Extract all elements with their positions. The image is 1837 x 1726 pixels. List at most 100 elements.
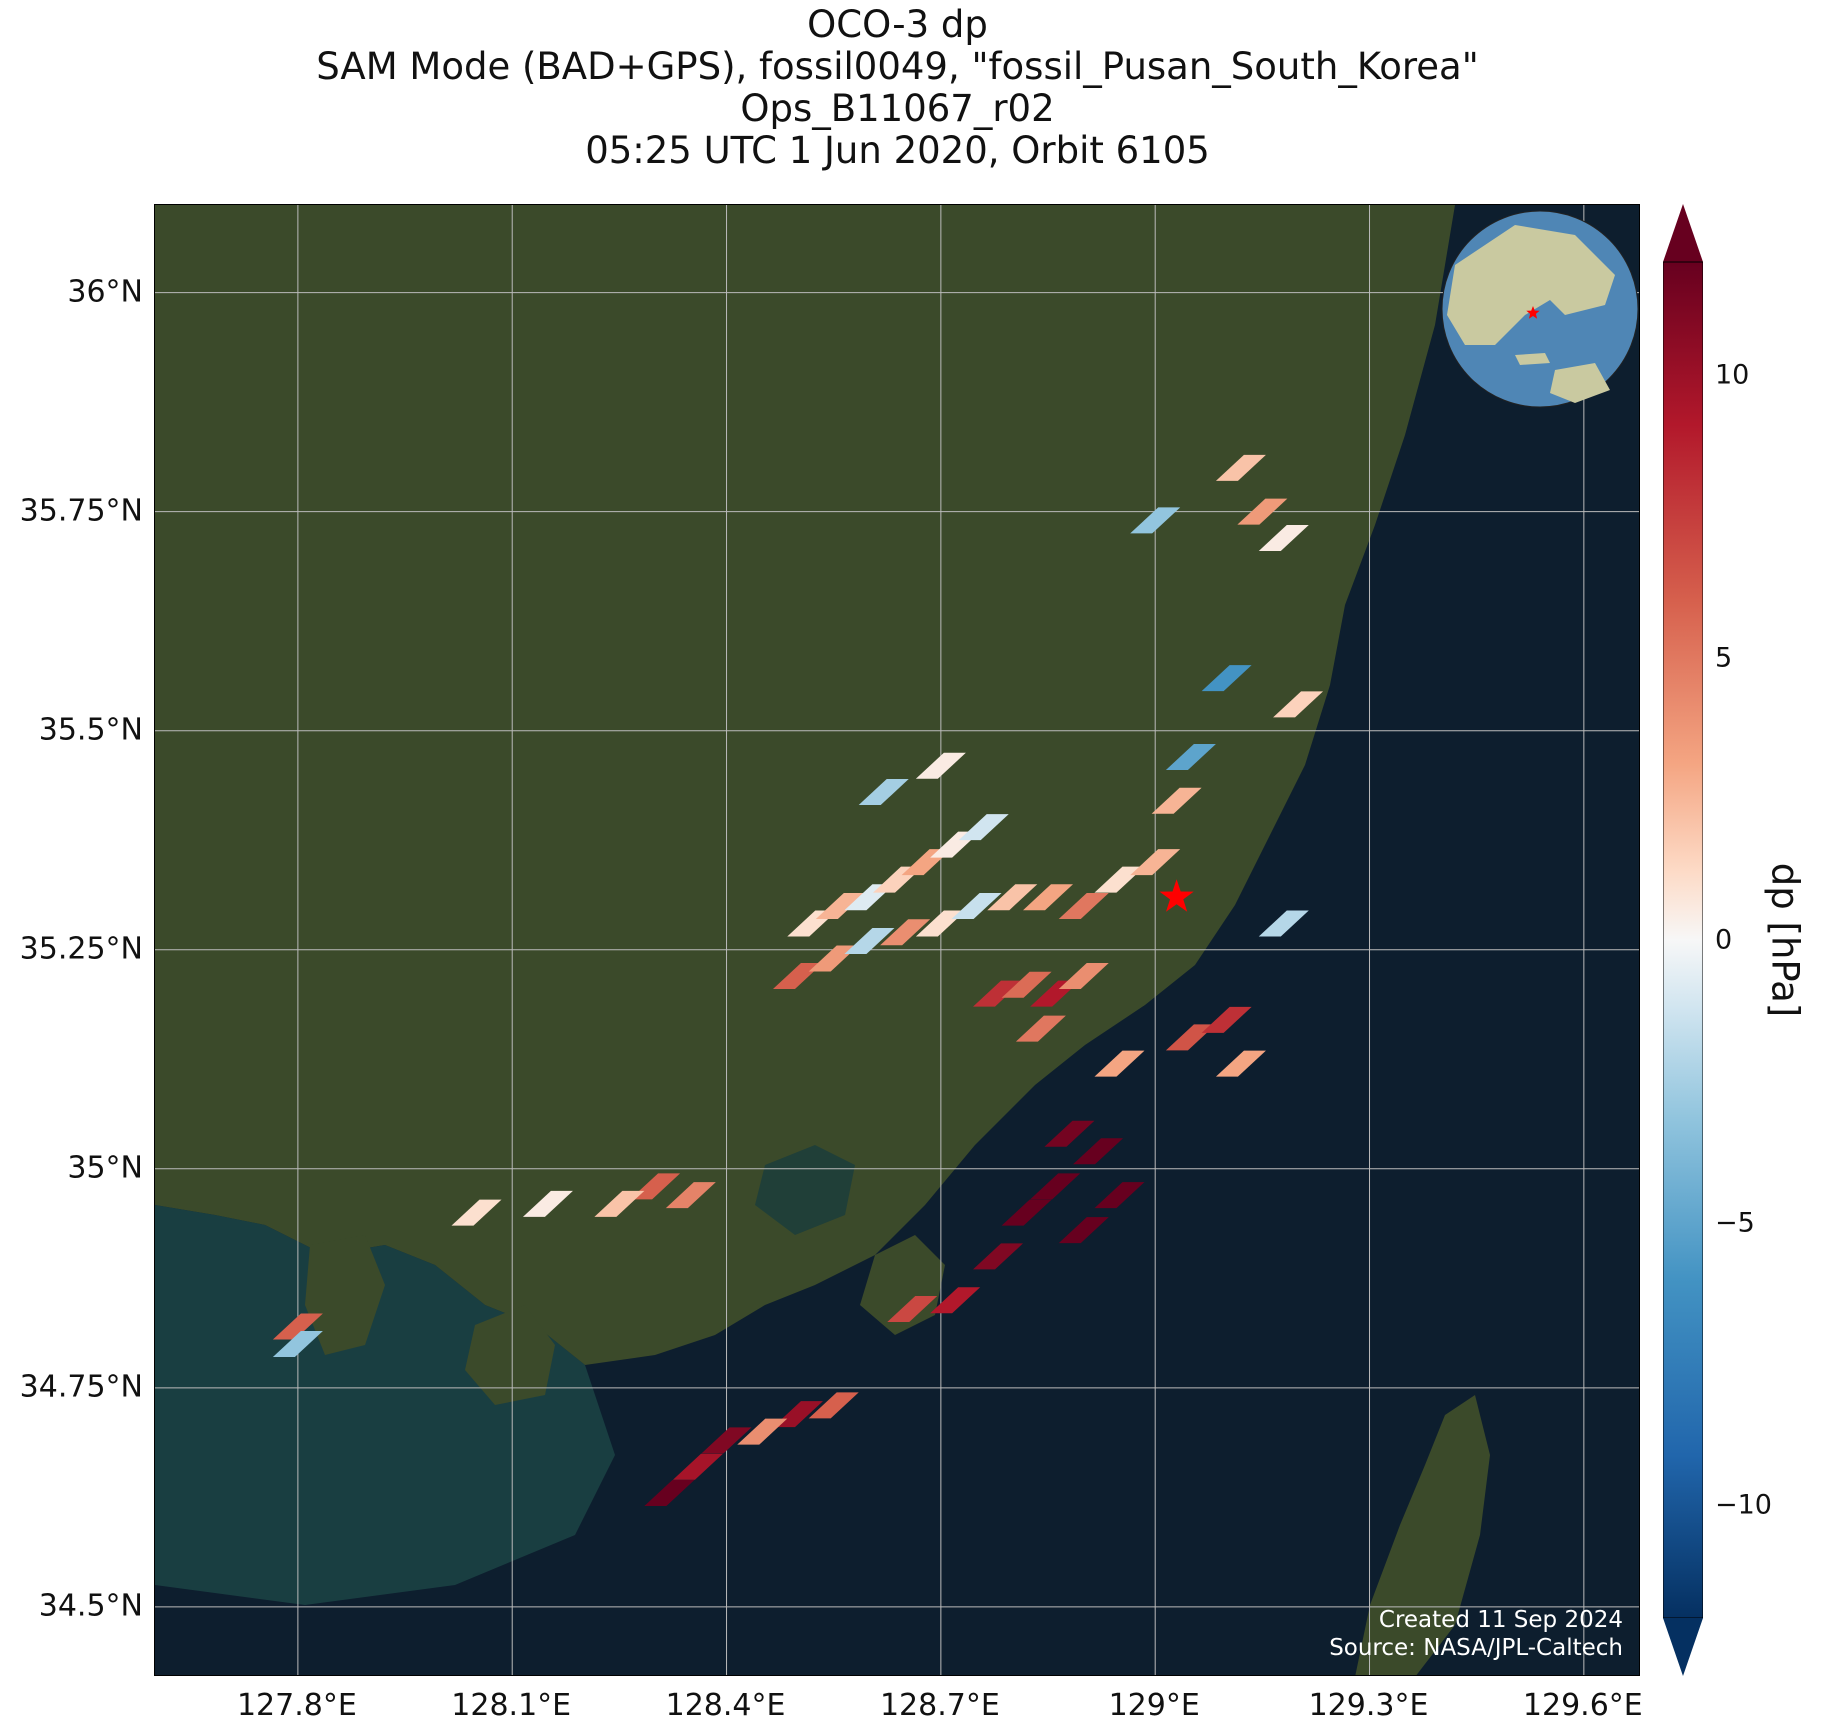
namhae-island: [465, 1305, 555, 1405]
x-tick-label: 128.1°E: [451, 1688, 572, 1723]
sounding-footprint: [1044, 1120, 1095, 1147]
sounding-footprint: [951, 892, 1002, 919]
sounding-footprint: [958, 814, 1009, 841]
sounding-footprint: [1073, 1138, 1124, 1165]
sounding-footprint: [844, 928, 895, 954]
target-marker: [1159, 879, 1194, 912]
sounding-footprint: [644, 1480, 695, 1506]
sounding-footprint: [1201, 665, 1252, 692]
sounding-footprint: [1030, 1173, 1081, 1200]
y-tick-label: 35.75°N: [19, 493, 143, 529]
x-tick-label: 129.3°E: [1308, 1688, 1429, 1723]
colorbar-gradient: [1663, 261, 1703, 1619]
sounding-footprint: [1215, 1050, 1266, 1077]
jinhae-bay: [755, 1145, 855, 1235]
colorbar-tick-label: −10: [1715, 1489, 1772, 1521]
sounding-footprint: [930, 1287, 981, 1314]
sounding-footprint: [808, 945, 859, 972]
sounding-footprint: [737, 1418, 788, 1445]
sounding-footprint: [272, 1313, 323, 1340]
map-canvas: [155, 205, 1639, 1675]
sounding-footprint: [858, 779, 909, 806]
sounding-footprint: [915, 910, 966, 937]
y-tick-label: 35.5°N: [38, 712, 143, 748]
y-tick-label: 34.5°N: [38, 1588, 143, 1624]
geoje-island: [860, 1235, 945, 1335]
sounding-footprint: [880, 919, 931, 946]
sounding-footprint: [1058, 963, 1109, 990]
sounding-footprint: [451, 1199, 502, 1226]
globe-asia-landmass: [1447, 225, 1615, 345]
sounding-footprint: [1094, 866, 1145, 893]
sounding-footprint: [1165, 1024, 1216, 1051]
globe-target-star-icon: [1526, 306, 1540, 319]
inset-globe: [1441, 210, 1639, 408]
sounding-footprint: [887, 1296, 938, 1322]
sounding-footprint: [1015, 1015, 1066, 1042]
sounding-footprint: [1058, 892, 1109, 919]
sounding-footprint: [973, 1243, 1024, 1270]
sounding-footprint: [1023, 884, 1074, 911]
title-line-1: OCO-3 dp: [807, 3, 988, 46]
x-tick-label: 128.7°E: [879, 1688, 1000, 1723]
sounding-footprint: [808, 1392, 859, 1419]
sounding-footprint: [1001, 971, 1052, 998]
x-tick-label: 129.6°E: [1522, 1688, 1643, 1723]
sounding-footprint: [672, 1453, 723, 1480]
colorbar: [1663, 204, 1703, 1676]
sounding-footprints: [272, 454, 1324, 1506]
sounding-footprint: [1237, 498, 1288, 525]
colorbar-label: dp [hPa]: [1763, 862, 1807, 1018]
sounding-footprint: [1094, 1050, 1145, 1077]
y-tick-label: 35.25°N: [19, 931, 143, 967]
credits: Created 11 Sep 2024 Source: NASA/JPL-Cal…: [1329, 1606, 1623, 1662]
sounding-footprint: [1001, 1199, 1052, 1226]
y-tick-label: 36°N: [67, 274, 143, 310]
colorbar-tick-label: 5: [1715, 642, 1733, 673]
sounding-footprint: [1130, 507, 1181, 534]
sounding-footprint: [665, 1182, 716, 1209]
sounding-footprint: [772, 1401, 823, 1428]
map-title: OCO-3 dp SAM Mode (BAD+GPS), fossil0049,…: [0, 4, 1795, 172]
sounding-footprint: [1201, 1006, 1252, 1033]
colorbar-extend-min: [1663, 1618, 1703, 1676]
colorbar-tick-label: −5: [1715, 1207, 1755, 1238]
x-tick-label: 128.4°E: [665, 1688, 786, 1723]
y-tick-label: 34.75°N: [19, 1369, 143, 1405]
colorbar-tick-label: 0: [1715, 924, 1733, 956]
sounding-footprint: [701, 1427, 752, 1454]
title-line-4: 05:25 UTC 1 Jun 2020, Orbit 6105: [585, 129, 1210, 172]
globe-australia-landmass: [1550, 363, 1610, 403]
sounding-footprint: [1130, 849, 1181, 876]
sounding-footprint: [1094, 1182, 1145, 1209]
title-line-2: SAM Mode (BAD+GPS), fossil0049, "fossil_…: [316, 45, 1479, 88]
coastal-shelf: [155, 1205, 615, 1605]
sounding-footprint: [1258, 910, 1309, 937]
sounding-footprint: [522, 1190, 573, 1217]
hyeonsan-island: [305, 1235, 385, 1355]
sounding-footprint: [1058, 1217, 1109, 1244]
sounding-footprint: [1258, 524, 1309, 551]
title-line-3: Ops_B11067_r02: [740, 87, 1055, 130]
x-tick-label: 127.8°E: [236, 1688, 357, 1723]
sounding-footprint: [772, 963, 823, 990]
tsushima-island: [1355, 1395, 1490, 1675]
colorbar-tick-label: 10: [1715, 359, 1750, 391]
sounding-footprint: [1215, 454, 1266, 481]
sounding-footprint: [272, 1331, 323, 1358]
colorbar-extend-max: [1663, 204, 1703, 262]
source-credit: Source: NASA/JPL-Caltech: [1329, 1635, 1623, 1661]
y-tick-label: 35°N: [67, 1150, 143, 1186]
sounding-footprint: [987, 884, 1038, 911]
map-panel: [154, 204, 1640, 1676]
globe-indonesia-landmass: [1515, 353, 1550, 365]
sounding-footprint: [1165, 744, 1216, 770]
sounding-footprint: [630, 1173, 681, 1200]
created-date: Created 11 Sep 2024: [1378, 1607, 1623, 1633]
sounding-footprint: [1273, 691, 1324, 718]
target-star-icon: [1159, 879, 1194, 912]
sounding-footprint: [1151, 787, 1202, 814]
sounding-footprint: [815, 892, 866, 919]
sounding-footprint: [915, 752, 966, 779]
sounding-footprint: [973, 980, 1024, 1007]
